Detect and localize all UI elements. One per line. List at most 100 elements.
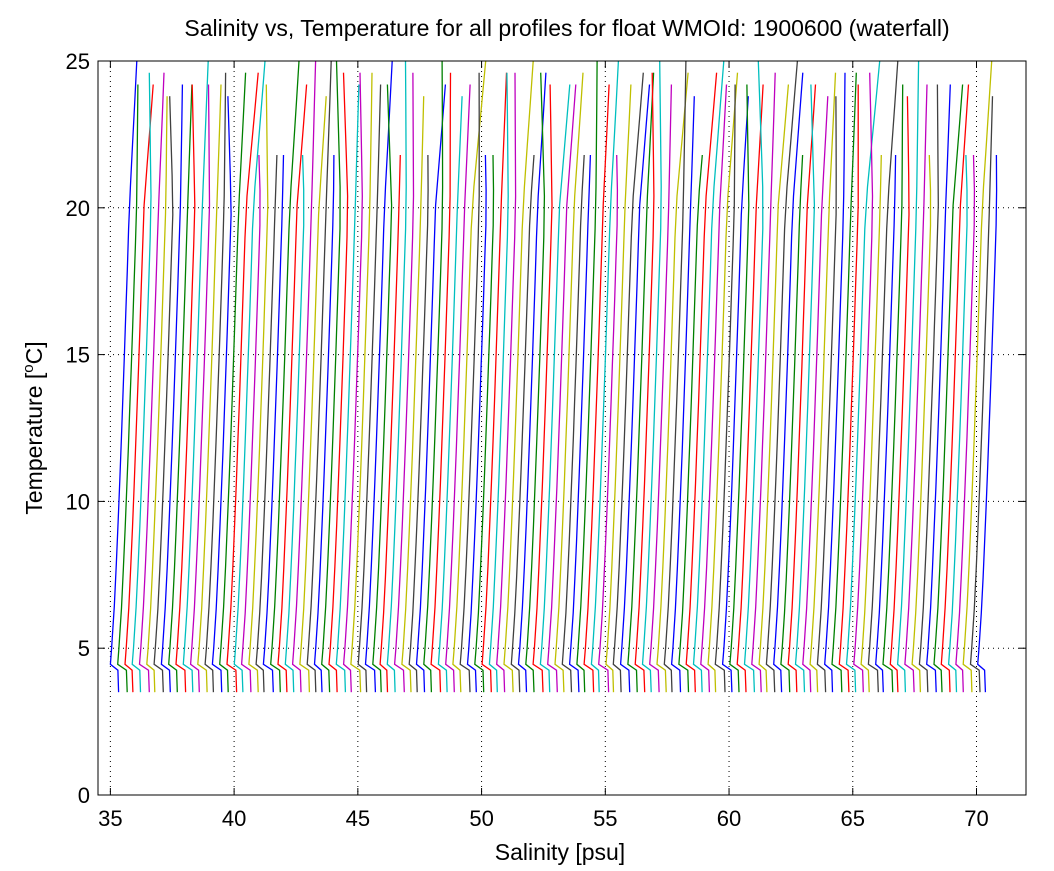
x-tick-label: 70 [964,806,988,831]
profile-line [284,154,305,693]
y-axis-label-main: Temperature [ [21,372,47,515]
y-tick-label: 25 [66,49,90,74]
profile-line [525,72,546,693]
profile-line [153,96,174,693]
profile-line [933,84,964,693]
profile-line [306,60,332,693]
profile-line [743,60,764,693]
profile-line [437,96,463,693]
profile-line [700,84,728,693]
profile-line [226,72,259,693]
profile-line [182,60,209,693]
profile-line [721,96,749,693]
profile-line [379,154,401,693]
y-axis-label-unit: C] [21,341,47,364]
x-tick-label: 35 [98,806,122,831]
profile-line [649,84,673,693]
profile-line [612,72,644,693]
profile-line [947,154,968,693]
profile-line [211,96,232,693]
profile-line [138,72,165,693]
profile-line [219,72,247,693]
profile-line [335,84,360,693]
profile-line [904,84,928,693]
x-tick-label: 60 [717,806,741,831]
profile-line [831,72,857,693]
profile-line [692,60,725,693]
profile-line [773,72,804,693]
profile-line [445,84,471,693]
profile-line [707,72,739,693]
profile-line [168,84,193,693]
x-tick-label: 50 [469,806,493,831]
profile-line [678,154,703,693]
profile-line [466,154,487,693]
profile-line [350,72,373,693]
plot-frame [97,60,1027,796]
profile-line [364,60,393,693]
profile-line [189,84,211,693]
profile-line [940,84,970,693]
y-tick-label: 15 [66,343,90,368]
profile-line [896,60,920,693]
profile-line [372,84,393,693]
profile-line [627,72,655,693]
profile-line [605,84,632,693]
profile-line [204,72,227,693]
profile-line [109,60,138,693]
profile-lines [109,60,998,693]
profile-line [918,84,939,693]
y-tick-label: 10 [66,489,90,514]
profile-line [656,72,689,693]
profile-line [474,154,495,693]
profile-line [547,84,577,693]
profile-line [889,96,910,693]
profile-line [124,84,154,693]
x-axis-label: Salinity [psu] [495,839,625,865]
profile-line [270,60,300,693]
profile-line [503,60,534,693]
profile-line [955,154,976,693]
profile-line [882,84,904,693]
profile-line [765,60,799,693]
profile-line [641,60,662,693]
chart-title: Salinity vs, Temperature for all profile… [184,15,949,41]
profile-line [554,72,584,693]
profile-line [619,84,651,693]
profile-line [663,60,687,693]
profile-line [233,60,266,693]
profile-line [240,154,261,693]
profile-line [670,96,695,693]
profile-line [853,72,874,693]
profile-line [787,84,817,693]
profile-line [488,72,509,693]
profile-line [386,60,407,693]
profile-line [408,154,429,693]
profile-line [634,72,655,693]
profile-line [393,72,415,693]
profile-line [816,96,837,693]
profile-line [496,72,517,693]
profile-line [277,84,308,693]
profile-line [539,84,571,693]
profile-line [736,84,764,693]
profile-line [867,60,899,693]
profile-line [357,84,382,693]
y-tick-label: 0 [78,783,90,808]
profile-line [291,60,317,693]
profile-line [459,72,480,693]
x-tick-label: 40 [222,806,246,831]
profile-line [146,96,168,693]
profile-line [794,84,816,693]
profile-line [729,84,750,693]
profile-line [262,154,285,693]
profile-line [590,60,620,693]
profile-line [962,60,993,693]
profile-line [328,72,349,693]
x-tick-label: 65 [841,806,865,831]
profile-line [175,84,196,693]
profile-line [561,154,585,693]
profile-line [131,72,152,693]
profile-line [313,154,335,693]
profile-line [415,84,447,693]
